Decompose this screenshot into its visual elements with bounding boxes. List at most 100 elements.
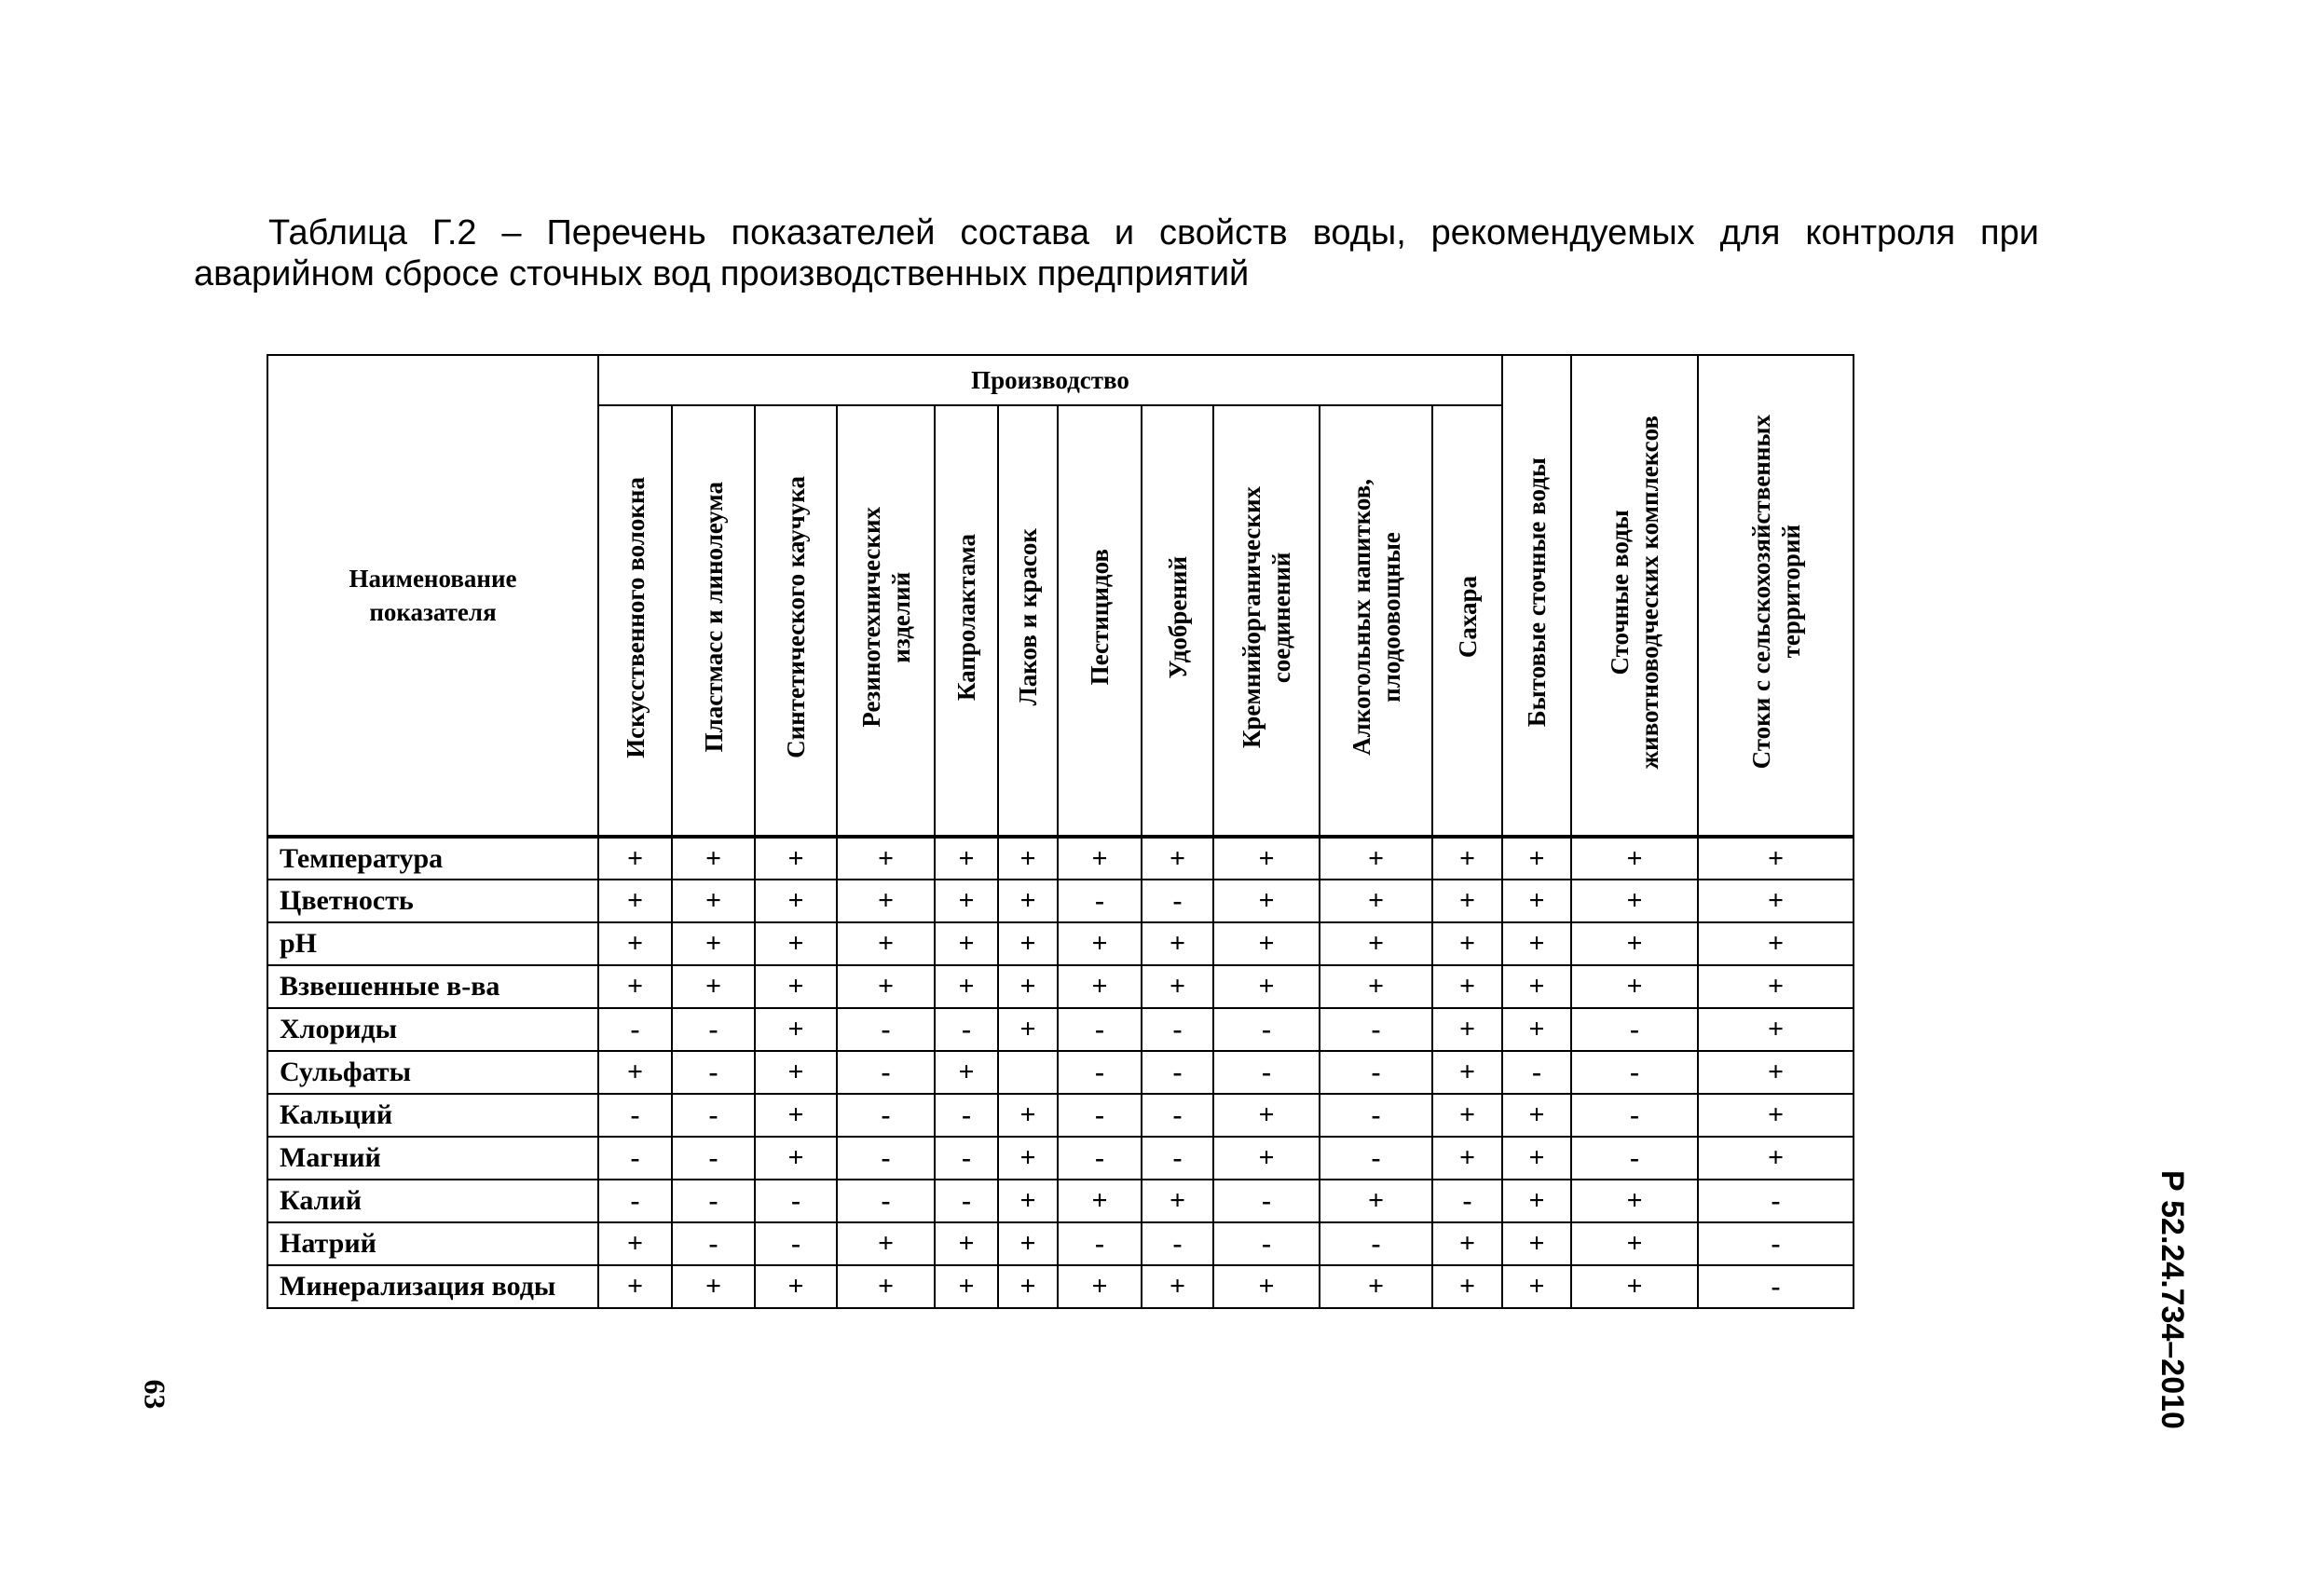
table-cell: + bbox=[1501, 964, 1572, 1009]
table-cell: + bbox=[1570, 1264, 1699, 1309]
table-cell: + bbox=[1697, 879, 1854, 923]
table-cell: + bbox=[1501, 921, 1572, 966]
table-cell: + bbox=[1141, 921, 1214, 966]
table-cell: + bbox=[1697, 964, 1854, 1009]
table-cell: + bbox=[671, 964, 756, 1009]
table-cell: + bbox=[836, 879, 936, 923]
column-header: Искусственного волокна bbox=[597, 404, 673, 838]
table-cell: + bbox=[597, 1264, 673, 1309]
table-cell: + bbox=[1431, 1264, 1503, 1309]
table-cell: - bbox=[1057, 1007, 1142, 1052]
table-cell: - bbox=[597, 1179, 673, 1223]
table-cell: - bbox=[836, 1093, 936, 1138]
table-cell: + bbox=[1570, 1179, 1699, 1223]
table-cell: - bbox=[1431, 1179, 1503, 1223]
table-cell: - bbox=[671, 1050, 756, 1095]
table-cell: + bbox=[1057, 964, 1142, 1009]
indicator-name: Калий bbox=[267, 1179, 599, 1223]
table-cell: + bbox=[1212, 835, 1320, 880]
table-cell: - bbox=[1141, 1136, 1214, 1180]
table-cell: + bbox=[597, 879, 673, 923]
table-cell: + bbox=[1570, 921, 1699, 966]
table-row: Сульфаты + - + - + - - - - + - - + bbox=[267, 1050, 1854, 1095]
table-cell: + bbox=[997, 1007, 1059, 1052]
column-header: Алкогольных напитков, плодоовощные bbox=[1319, 404, 1433, 838]
indicator-name: Взвешенные в-ва bbox=[267, 964, 599, 1009]
table-cell: + bbox=[1431, 1007, 1503, 1052]
column-header: Капролактама bbox=[934, 404, 999, 838]
table-row: pH + + + + + + + + + + + + + + bbox=[267, 921, 1854, 966]
table-cell: + bbox=[1501, 879, 1572, 923]
table-cell: + bbox=[1570, 835, 1699, 880]
table-cell: - bbox=[836, 1179, 936, 1223]
table-cell: + bbox=[1319, 1264, 1433, 1309]
table-cell: + bbox=[1501, 1136, 1572, 1180]
table-cell: + bbox=[997, 964, 1059, 1009]
table-cell: + bbox=[754, 1093, 838, 1138]
table-cell: + bbox=[671, 921, 756, 966]
table-cell: + bbox=[1141, 1179, 1214, 1223]
table-cell: + bbox=[1212, 921, 1320, 966]
table-cell: + bbox=[997, 1179, 1059, 1223]
table-cell: + bbox=[1141, 1264, 1214, 1309]
column-header: Удобрений bbox=[1141, 404, 1214, 838]
page-number: 63 bbox=[138, 1379, 172, 1410]
table-cell: + bbox=[1319, 879, 1433, 923]
table-cell: + bbox=[597, 921, 673, 966]
table-cell: + bbox=[754, 1136, 838, 1180]
table-cell: - bbox=[836, 1007, 936, 1052]
table-cell: + bbox=[1319, 835, 1433, 880]
table-cell: - bbox=[1570, 1093, 1699, 1138]
table-cell: + bbox=[1319, 1179, 1433, 1223]
document-code: Р 52.24.734–2010 bbox=[2155, 1170, 2190, 1429]
table-cell: + bbox=[1141, 835, 1214, 880]
table-cell: + bbox=[836, 964, 936, 1009]
table-cell: - bbox=[934, 1007, 999, 1052]
caption-line-2: аварийном сбросе сточных вод производств… bbox=[194, 254, 1250, 293]
table-cell: + bbox=[1057, 1264, 1142, 1309]
table-cell: + bbox=[754, 921, 838, 966]
column-header: Лаков и красок bbox=[997, 404, 1059, 838]
indicator-name: pH bbox=[267, 921, 599, 966]
table-cell: - bbox=[1319, 1007, 1433, 1052]
table-cell: - bbox=[1057, 1093, 1142, 1138]
table-cell: + bbox=[1212, 1264, 1320, 1309]
table-cell: + bbox=[754, 964, 838, 1009]
table-cell: + bbox=[1501, 1264, 1572, 1309]
table-cell: + bbox=[671, 1264, 756, 1309]
table-cell: + bbox=[997, 1136, 1059, 1180]
table-cell: + bbox=[1697, 1050, 1854, 1095]
table-cell: + bbox=[1501, 1179, 1572, 1223]
table-cell: + bbox=[1431, 1050, 1503, 1095]
table-cell: - bbox=[597, 1093, 673, 1138]
table-cell: + bbox=[836, 835, 936, 880]
table-cell: - bbox=[754, 1221, 838, 1266]
table-cell: + bbox=[1212, 964, 1320, 1009]
table-cell: + bbox=[754, 1264, 838, 1309]
table-cell: - bbox=[836, 1050, 936, 1095]
table-cell: - bbox=[1319, 1050, 1433, 1095]
table-cell: + bbox=[1057, 835, 1142, 880]
indicator-name-header: Наименование показателя bbox=[267, 354, 599, 838]
table-cell: + bbox=[1212, 879, 1320, 923]
table-cell: + bbox=[1697, 1007, 1854, 1052]
table-row: Магний - - + - - + - - + - + + - + bbox=[267, 1136, 1854, 1180]
table-cell: - bbox=[1057, 1221, 1142, 1266]
column-header: Сточные воды животноводческих комплексов bbox=[1570, 354, 1699, 838]
table-cell: + bbox=[1141, 964, 1214, 1009]
table-cell: + bbox=[597, 964, 673, 1009]
table-cell: + bbox=[1057, 921, 1142, 966]
table-cell: + bbox=[1501, 1221, 1572, 1266]
table-cell: - bbox=[934, 1136, 999, 1180]
table-cell: - bbox=[1141, 1093, 1214, 1138]
table-cell: + bbox=[1319, 921, 1433, 966]
indicator-name: Натрий bbox=[267, 1221, 599, 1266]
column-header: Резинотехнических изделий bbox=[836, 404, 936, 838]
table-row: Хлориды - - + - - + - - - - + + - + bbox=[267, 1007, 1854, 1052]
table-cell: - bbox=[1141, 1050, 1214, 1095]
table-cell: + bbox=[934, 1221, 999, 1266]
table-cell: + bbox=[1697, 1093, 1854, 1138]
table-cell: + bbox=[1501, 1007, 1572, 1052]
table-cell: - bbox=[934, 1093, 999, 1138]
table-row: Минерализация воды + + + + + + + + + + + + + - bbox=[267, 1264, 1854, 1309]
